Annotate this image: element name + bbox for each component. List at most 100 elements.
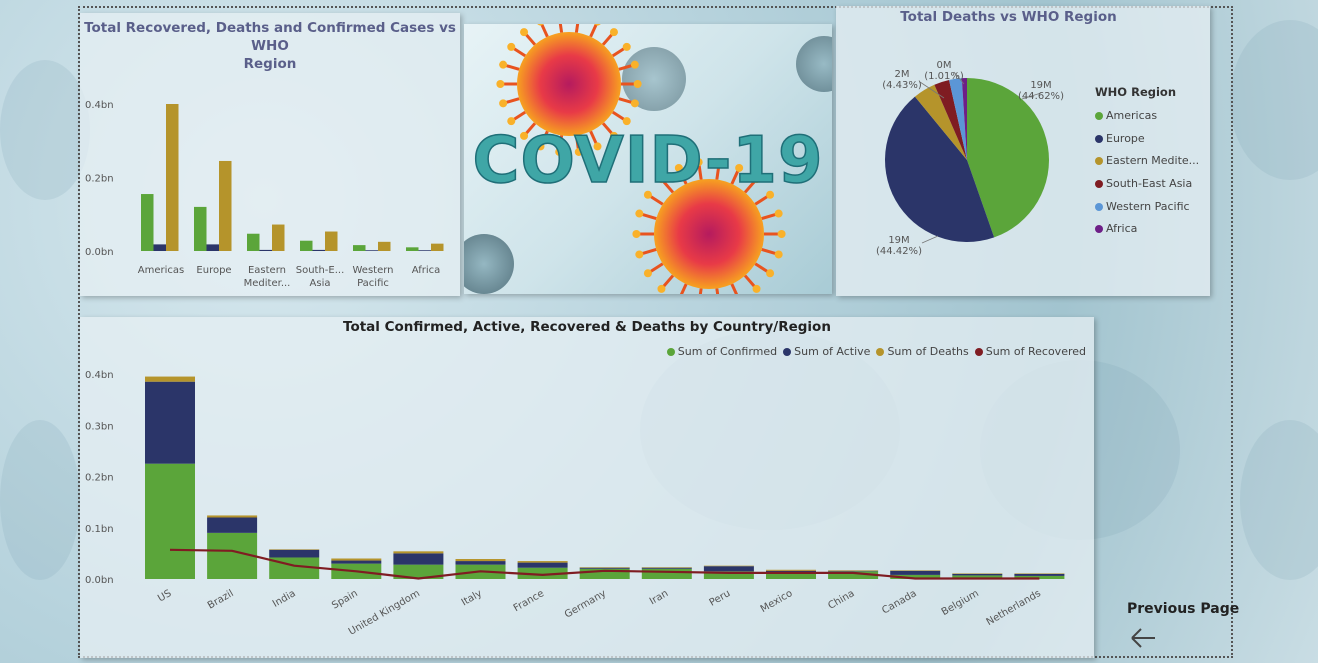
legend-swatch [1095,112,1103,120]
legend-swatch [666,348,675,356]
chart3-title: Total Confirmed, Active, Recovered & Dea… [343,319,831,335]
legend-swatch [1095,180,1103,189]
virus-spike-tip [520,131,529,140]
chart3-ytick: 0.0bn [85,575,114,586]
chart3-legend-item[interactable]: Sum of Recovered [974,345,1086,358]
chart3-ytick: 0.4bn [85,370,114,381]
pie-label-value: 19M [1030,80,1051,91]
pie-label-pct: (4.43%) [882,80,922,91]
chart3-bar [952,573,1003,576]
virus-spike [730,283,739,294]
chart1-xtick: Mediter... [244,278,291,289]
pie-leader-line [1021,92,1042,100]
virus-spike-tip [507,42,516,51]
virus-spike [698,288,703,294]
chart3-xtick: Canada [880,588,918,617]
chart2-legend-label: Americas [1106,109,1158,122]
chart3-bar [269,549,320,558]
chart2-legend: WHO Region Americas Europe Eastern Medite.… [1095,85,1199,241]
chart1-bar [166,104,179,251]
pie-slice [914,84,967,160]
chart2-legend-item[interactable]: Eastern Medite... [1095,150,1199,173]
legend-swatch [783,348,792,356]
chart3-legend-item[interactable]: Sum of Deaths [876,345,969,358]
chart3-bar [703,565,754,567]
chart2-legend-item[interactable]: South-East Asia [1095,173,1199,196]
chart3-bar [207,515,258,518]
chart3-bar [828,570,879,571]
chart1-bar [418,250,431,251]
chart3-bar [331,558,382,561]
chart1-panel[interactable]: Total Recovered, Deaths and Confirmed Ca… [80,13,460,296]
back-arrow-icon[interactable] [1128,626,1158,654]
chart3-bar [641,567,692,569]
chart3-bar [145,463,195,579]
legend-swatch [876,348,885,356]
chart3-legend: Sum of Confirmed Sum of Active Sum of Deat… [661,345,1086,358]
chart3-bar [393,551,444,554]
virus-spike-tip [537,24,544,26]
chart3-xtick: Iran [648,588,670,607]
virus-spike-tip [774,209,783,218]
chart2-legend-item[interactable]: Africa [1095,218,1199,241]
chart2-legend-item[interactable]: Americas [1095,105,1199,128]
pie-leader-line [921,235,939,244]
chart3-bar [393,553,444,565]
chart1-bar [259,249,272,251]
chart3-xtick: China [826,588,856,612]
virus-spike [589,24,599,38]
virus-spike-tip [630,60,639,69]
chart2-legend-label: Eastern Medite... [1106,154,1200,168]
chart3-ytick: 0.1bn [85,524,114,535]
chart2-legend-item[interactable]: Western Pacific [1095,196,1199,219]
chart1-xtick: Western [352,265,393,276]
chart3-svg: 0.4bn 0.3bn 0.2bn 0.1bn 0.0bn US Brazil India Sp… [85,370,1065,638]
chart3-xtick: Netherlands [985,588,1043,628]
chart3-xtick: India [271,588,298,610]
chart3-xtick: Belgium [940,588,981,618]
chart3-bar [269,549,320,550]
chart3-legend-item[interactable]: Sum of Active [783,345,870,358]
virus-spike-tip [657,175,666,184]
chart3-legend-label: Sum of Confirmed [677,345,778,358]
chart2-legend-label: South-East Asia [1106,177,1193,191]
chart2-panel[interactable]: Total Deaths vs WHO Region 19M (44.62%) 19… [836,6,1210,296]
virus-spike [558,24,564,33]
chart3-xtick: Brazil [206,588,236,611]
pie-label-value: 19M [888,235,909,246]
virus-body [517,32,621,136]
chart1-bar [365,250,378,251]
chart2-svg: 19M(44.62%)19M(44.42%)2M(4.43%)0M(1.01%) [876,60,1064,257]
chart3-bar [890,570,941,571]
virus-spike-tip [766,190,775,199]
virus-spike-tip [657,284,666,293]
virus-spike-tip [499,60,508,69]
virus-spike-tip [674,163,683,172]
pie-slice [885,96,995,242]
previous-page-label[interactable]: Previous Page [1127,601,1240,617]
virus-spike-tip [635,250,644,259]
chart3-bar [890,570,941,575]
chart2-legend-item[interactable]: Europe [1095,128,1199,151]
chart3-legend-item[interactable]: Sum of Confirmed [666,345,778,358]
chart2-legend-label: Europe [1106,131,1145,145]
virus-spike-tip [594,24,601,26]
chart1-bar [194,206,207,251]
chart3-bar [517,562,568,568]
chart3-legend-label: Sum of Active [794,345,871,358]
pie-slice [961,78,967,160]
virus-spike-tip [499,99,508,108]
chart1-xtick: Europe [196,265,231,276]
virus-spike-tip [555,147,564,156]
chart1-bar [325,231,338,251]
virus-spike-tip [630,99,639,108]
chart3-bar [579,567,630,568]
chart3-panel[interactable]: Total Confirmed, Active, Recovered & Dea… [80,317,1094,658]
chart3-bar [952,575,1003,579]
chart3-bar [766,572,816,579]
chart3-legend-label: Sum of Deaths [887,345,969,358]
chart1-xtick: South-E... [296,265,345,276]
chart3-bar [517,561,568,563]
pie-leader-line [919,81,945,99]
chart1-xtick: Africa [412,265,441,276]
